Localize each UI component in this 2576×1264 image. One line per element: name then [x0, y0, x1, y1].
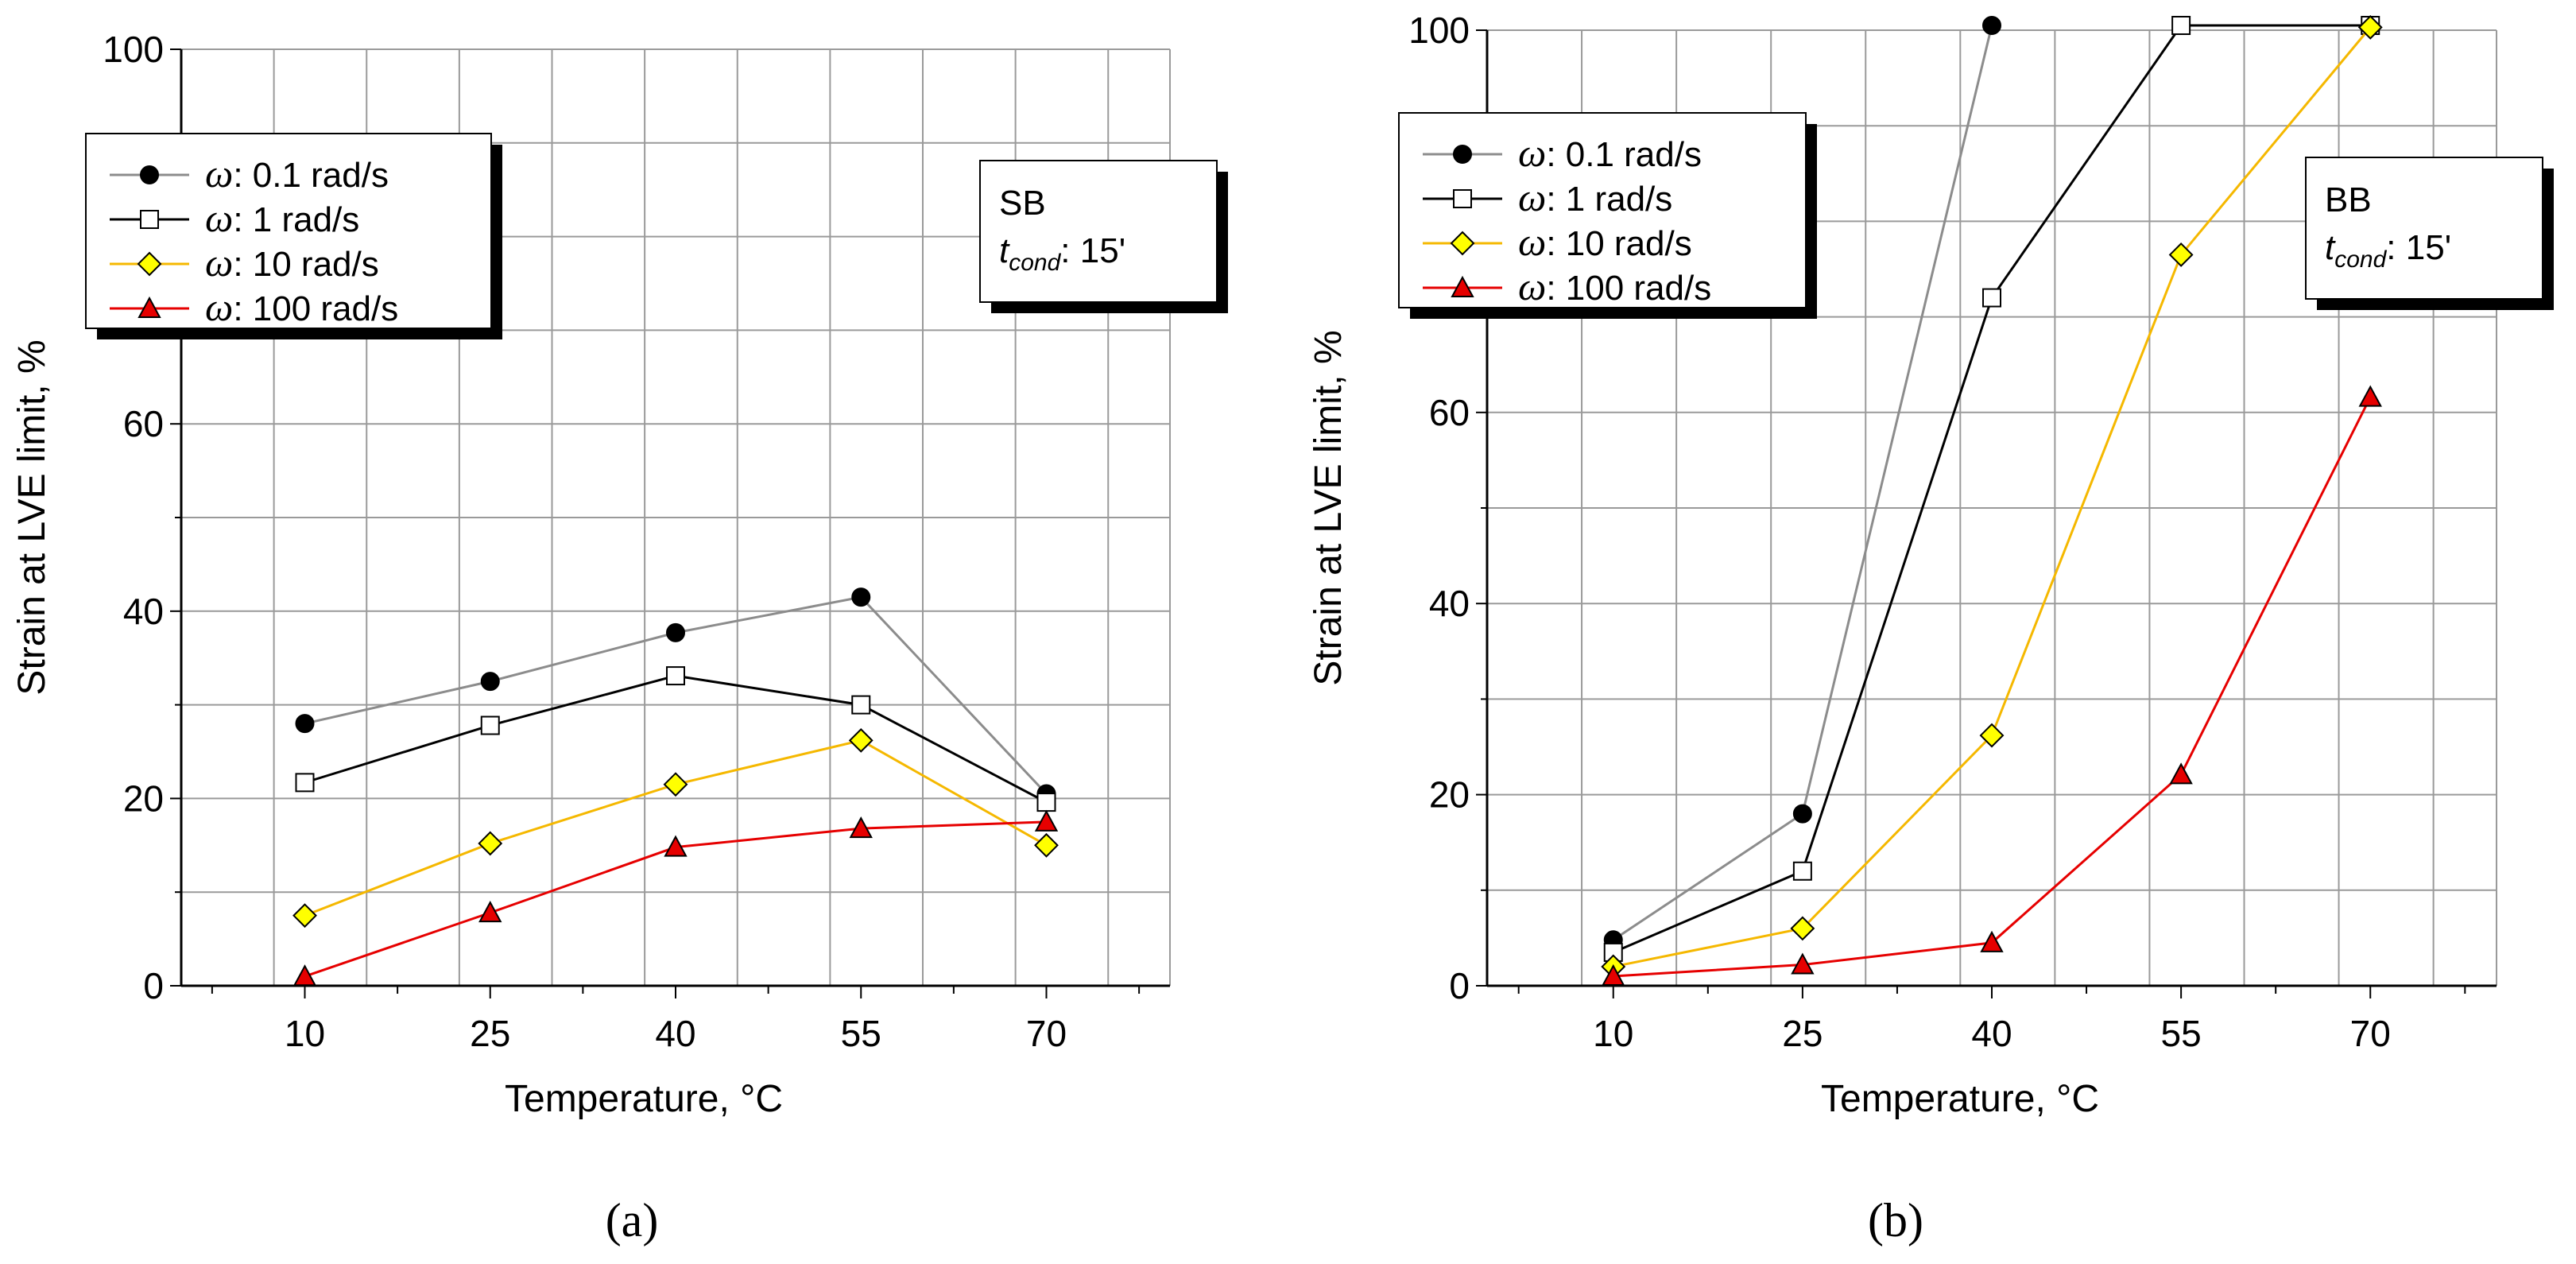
data-point: [478, 901, 502, 923]
data-point: [1979, 723, 2005, 748]
data-point: [851, 587, 871, 607]
data-point: [295, 714, 315, 734]
data-point: [292, 903, 317, 929]
legend-label: ω: 100 rad/s: [205, 285, 398, 329]
data-point: [1602, 964, 1625, 986]
y-tick-label: 60: [123, 403, 164, 444]
x-tick-label: 40: [1971, 1013, 2012, 1054]
y-tick-label: 20: [123, 777, 164, 819]
annotation-material: SB: [999, 184, 1046, 223]
x-tick-label: 25: [470, 1013, 510, 1054]
data-point: [2171, 15, 2191, 35]
x-tick-label: 10: [1593, 1013, 1633, 1054]
data-point: [1791, 952, 1815, 975]
data-point: [480, 672, 500, 692]
x-tick-label: 55: [2161, 1013, 2202, 1054]
legend-marker: [138, 296, 161, 318]
annotation-tcond: tcond: 15': [999, 231, 1125, 276]
data-point: [480, 715, 500, 735]
y-tick-label: 40: [123, 591, 164, 632]
condition-annotation: SB tcond: 15': [979, 160, 1228, 313]
legend-box: [85, 133, 492, 329]
annotation-material: BB: [2325, 180, 2372, 219]
legend-label: ω: 0.1 rad/s: [205, 151, 389, 196]
y-tick-label: 100: [103, 29, 164, 70]
chart-a: 0 20 40 60 100 10 25 40 55 70 Temperature, °C Strai…: [11, 29, 1228, 1247]
annotation-tcond: tcond: 15': [2325, 228, 2451, 273]
legend: ω: 0.1 rad/sω: 1 rad/sω: 10 rad/sω: 100 …: [85, 133, 502, 339]
legend-label: ω: 10 rad/s: [205, 240, 379, 285]
data-point: [1036, 793, 1056, 812]
legend-label: ω: 100 rad/s: [1518, 264, 1711, 308]
legend-marker: [140, 210, 159, 229]
series-triangle: [1602, 385, 2382, 986]
legend-marker: [1450, 231, 1475, 256]
subfigure-label: (a): [606, 1194, 659, 1247]
series-square: [1603, 15, 2380, 962]
chart-panel-b: 0 20 40 60 100 10 25 40 55 70 Temperature, °C Strai…: [1288, 0, 2576, 1264]
x-tick-label: 70: [2350, 1013, 2391, 1054]
legend-marker: [1453, 145, 1472, 164]
data-point: [663, 772, 688, 797]
legend-marker: [1451, 275, 1474, 297]
data-point: [2358, 385, 2382, 407]
y-tick-label: 20: [1429, 774, 1470, 816]
data-point: [1982, 15, 2001, 35]
data-point: [1792, 804, 1812, 824]
x-tick-label: 55: [841, 1013, 881, 1054]
data-point: [478, 831, 503, 856]
series-diamond: [292, 727, 1059, 929]
x-axis-title: Temperature, °C: [505, 1078, 783, 1120]
x-tick-label: 10: [285, 1013, 325, 1054]
data-point: [1790, 916, 1815, 941]
y-tick-label: 100: [1408, 10, 1470, 51]
legend-label: ω: 1 rad/s: [1518, 175, 1672, 219]
data-point: [1034, 832, 1059, 858]
annotation-box: [2305, 157, 2543, 300]
legend: ω: 0.1 rad/sω: 1 rad/sω: 10 rad/sω: 100 …: [1398, 112, 1817, 319]
data-point: [2169, 762, 2193, 785]
x-tick-label: 70: [1026, 1013, 1067, 1054]
legend-box: [1398, 112, 1807, 308]
x-tick-label: 25: [1782, 1013, 1823, 1054]
data-point: [1792, 861, 1812, 881]
legend-marker: [1453, 189, 1472, 208]
data-point: [851, 695, 871, 715]
x-axis-title: Temperature, °C: [1821, 1078, 2099, 1120]
y-tick-label: 40: [1429, 583, 1470, 624]
annotation-box: [979, 160, 1218, 303]
data-point: [666, 622, 685, 642]
data-point: [292, 964, 317, 987]
series-triangle: [292, 809, 1059, 987]
legend-marker: [137, 251, 162, 277]
y-tick-label: 0: [143, 965, 164, 1006]
data-point: [664, 835, 688, 857]
chart-b: 0 20 40 60 100 10 25 40 55 70 Temperature, °C Strai…: [1307, 10, 2554, 1247]
y-axis-title: Strain at LVE limit, %: [11, 339, 53, 695]
data-point: [848, 727, 874, 753]
legend-label: ω: 10 rad/s: [1518, 219, 1692, 264]
series-square: [295, 666, 1056, 812]
legend-label: ω: 0.1 rad/s: [1518, 130, 1702, 175]
y-tick-label: 60: [1429, 392, 1470, 433]
data-point: [849, 816, 873, 839]
data-point: [666, 666, 685, 686]
legend-label: ω: 1 rad/s: [205, 196, 359, 240]
data-point: [2168, 242, 2194, 267]
data-point: [2357, 14, 2383, 40]
y-tick-label: 0: [1449, 965, 1470, 1006]
legend-marker: [140, 165, 159, 184]
chart-panel-a: 0 20 40 60 100 10 25 40 55 70 Temperature, °C Strai…: [11, 29, 1228, 1247]
data-point: [1982, 288, 2001, 308]
condition-annotation: BB tcond: 15': [2305, 157, 2554, 310]
subfigure-label: (b): [1868, 1194, 1923, 1247]
data-point: [1980, 930, 2004, 952]
x-tick-label: 40: [655, 1013, 695, 1054]
data-point: [295, 773, 315, 793]
y-axis-title: Strain at LVE limit, %: [1307, 330, 1350, 685]
data-point: [1034, 809, 1059, 832]
